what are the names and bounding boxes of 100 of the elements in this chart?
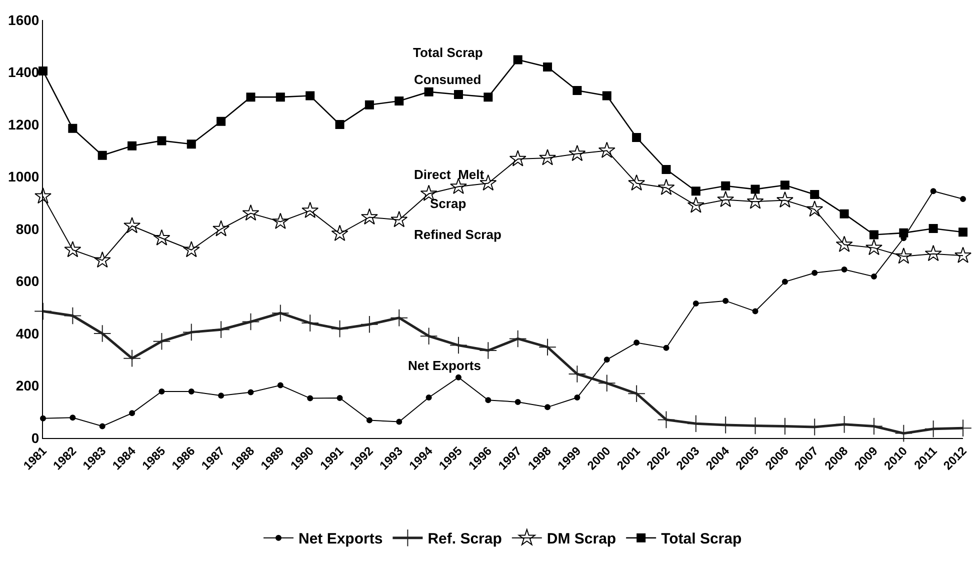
point — [692, 300, 699, 306]
point — [924, 244, 942, 262]
point — [928, 224, 938, 233]
point — [272, 212, 289, 229]
point — [657, 410, 676, 429]
point — [628, 174, 646, 191]
point — [123, 349, 141, 368]
y-tick-label: 1400 — [8, 64, 40, 80]
point — [450, 178, 467, 194]
point — [954, 246, 972, 263]
point — [485, 397, 492, 404]
point — [780, 180, 790, 190]
point — [68, 124, 78, 133]
point — [513, 55, 522, 64]
point — [752, 308, 758, 314]
point — [277, 382, 284, 388]
point — [242, 204, 260, 221]
y-tick-label: 200 — [16, 378, 40, 394]
point — [336, 395, 343, 402]
point — [186, 140, 196, 149]
point — [691, 186, 700, 196]
point — [424, 87, 434, 96]
point — [484, 92, 493, 102]
point — [894, 424, 913, 442]
point — [157, 136, 166, 146]
point — [306, 91, 315, 100]
point — [242, 312, 260, 331]
annotation: Consumed — [414, 72, 482, 87]
point — [390, 210, 408, 228]
point — [663, 344, 670, 351]
annotation: Total Scrap — [413, 45, 483, 60]
point — [248, 389, 254, 396]
point — [93, 324, 112, 342]
point — [454, 90, 463, 99]
point — [335, 120, 344, 129]
point — [721, 181, 730, 190]
point — [188, 388, 194, 394]
point — [865, 238, 882, 256]
point — [539, 149, 556, 166]
point — [899, 228, 908, 238]
point — [572, 86, 582, 96]
point — [394, 96, 404, 106]
point — [835, 416, 854, 434]
point — [216, 116, 226, 126]
point — [782, 278, 788, 285]
point — [420, 327, 438, 346]
point — [810, 190, 820, 200]
y-tick-label: 0 — [31, 430, 40, 446]
point — [514, 398, 521, 405]
point — [895, 248, 912, 264]
y-tick-label: 1200 — [8, 116, 40, 132]
point — [307, 395, 314, 402]
point — [604, 356, 610, 363]
annotation: Refined Scrap — [414, 227, 502, 242]
legend-label: Total Scrap — [661, 530, 742, 548]
point — [870, 274, 877, 280]
point — [509, 150, 526, 166]
point — [746, 192, 764, 209]
point — [331, 224, 348, 241]
point — [124, 216, 141, 234]
point — [218, 392, 224, 399]
point — [836, 236, 853, 252]
point — [34, 187, 52, 204]
point — [330, 320, 349, 338]
point — [99, 423, 106, 430]
point — [574, 394, 580, 401]
annotation: Net Exports — [408, 358, 481, 373]
point — [426, 394, 432, 401]
point — [450, 336, 468, 354]
point — [776, 191, 794, 208]
y-tick-label: 400 — [16, 325, 40, 342]
y-tick-label: 1000 — [8, 168, 40, 185]
point — [632, 133, 642, 142]
point — [390, 308, 408, 327]
point — [568, 365, 586, 383]
annotation: Direct Melt — [414, 167, 485, 182]
point — [158, 388, 165, 394]
point — [302, 202, 319, 218]
point — [598, 142, 616, 158]
y-tick-label: 600 — [16, 273, 40, 290]
point — [182, 323, 200, 342]
point — [869, 230, 878, 240]
legend-label: DM Scrap — [546, 530, 616, 548]
point — [152, 332, 171, 350]
point — [568, 144, 586, 162]
point — [812, 270, 818, 276]
y-tick-label: 1600 — [8, 12, 40, 28]
point — [722, 298, 729, 304]
point — [272, 304, 290, 322]
point — [301, 314, 319, 332]
point — [94, 251, 111, 268]
point — [276, 92, 285, 102]
point — [658, 178, 675, 196]
point — [212, 220, 230, 236]
point — [212, 320, 230, 338]
point — [98, 150, 107, 160]
point — [687, 196, 704, 213]
point — [246, 92, 256, 102]
point — [153, 229, 170, 246]
point — [360, 315, 378, 334]
